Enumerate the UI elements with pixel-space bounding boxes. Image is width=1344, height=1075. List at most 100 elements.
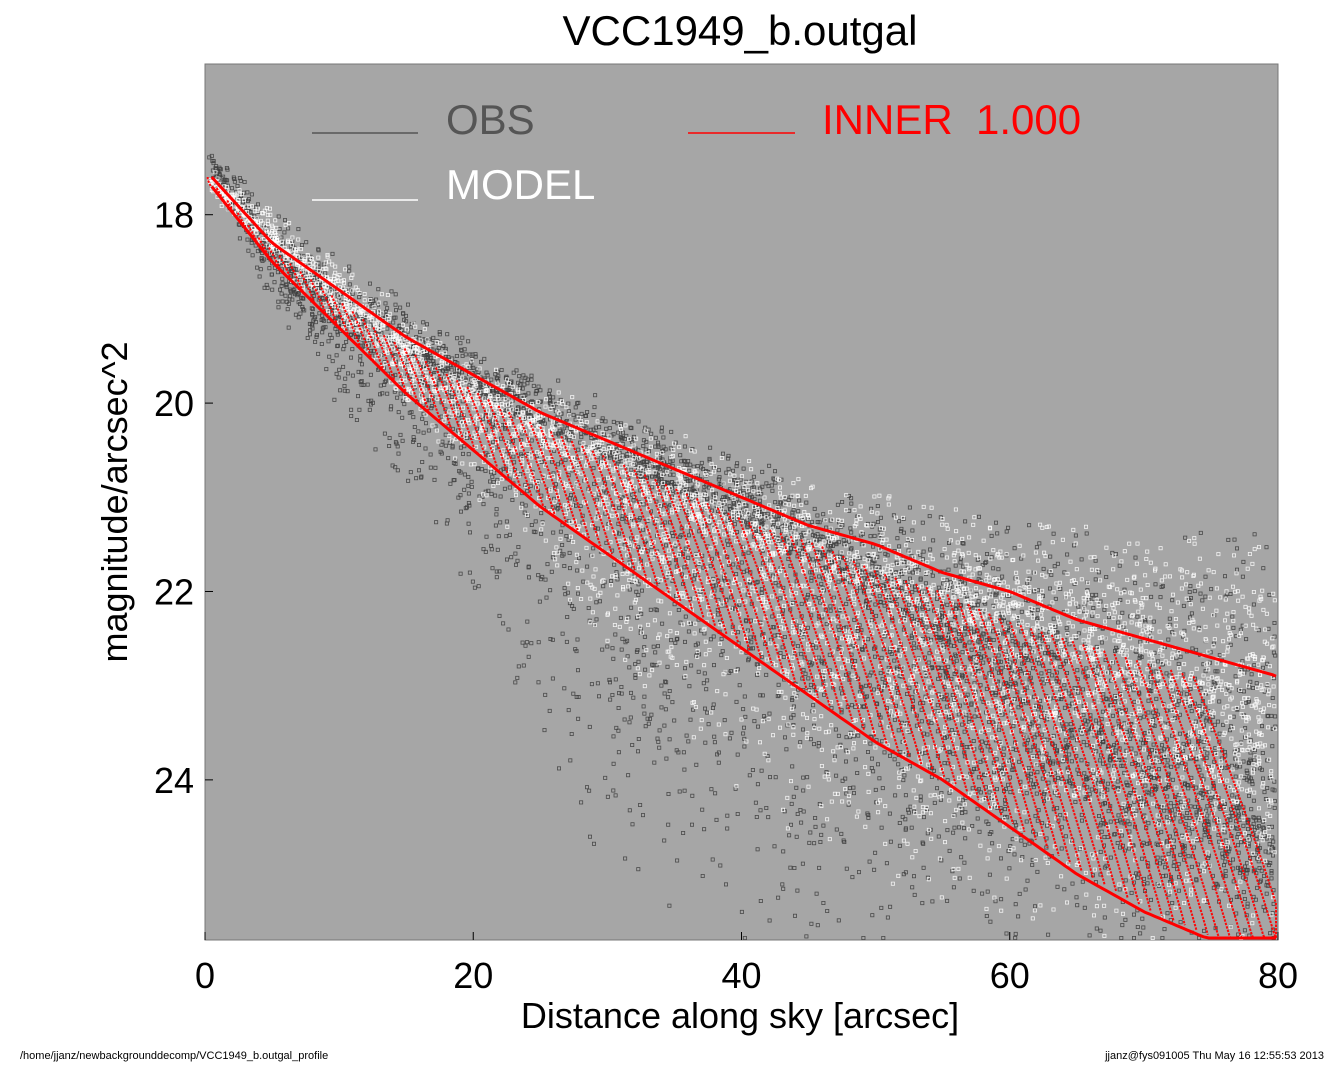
data-point bbox=[1270, 726, 1275, 731]
data-point bbox=[821, 681, 826, 686]
data-point bbox=[838, 742, 843, 747]
data-point bbox=[1122, 587, 1127, 592]
data-point bbox=[385, 326, 390, 331]
data-point bbox=[267, 266, 272, 271]
data-point bbox=[945, 602, 950, 607]
data-point bbox=[316, 247, 321, 252]
data-point bbox=[489, 377, 494, 382]
data-point bbox=[522, 510, 527, 515]
data-point bbox=[636, 867, 641, 872]
data-point bbox=[620, 636, 625, 641]
data-point bbox=[584, 413, 589, 418]
data-point bbox=[950, 869, 955, 874]
data-point bbox=[533, 391, 538, 396]
data-point bbox=[833, 727, 838, 732]
data-point bbox=[1083, 718, 1088, 723]
data-point bbox=[689, 663, 694, 668]
data-point bbox=[921, 865, 926, 870]
data-point bbox=[1143, 783, 1148, 788]
data-point bbox=[576, 716, 581, 721]
data-point bbox=[781, 849, 786, 854]
data-point bbox=[1035, 869, 1040, 874]
data-point bbox=[748, 635, 753, 640]
data-point bbox=[742, 736, 747, 741]
data-point bbox=[1117, 563, 1122, 568]
data-point bbox=[897, 821, 902, 826]
data-point bbox=[640, 588, 645, 593]
data-point bbox=[801, 727, 806, 732]
data-point bbox=[742, 744, 747, 749]
data-point bbox=[470, 579, 475, 584]
data-point bbox=[1072, 581, 1077, 586]
data-point bbox=[1051, 531, 1056, 536]
data-point bbox=[960, 743, 965, 748]
data-point bbox=[700, 874, 705, 879]
data-point bbox=[1023, 671, 1028, 676]
data-point bbox=[817, 865, 822, 870]
data-point bbox=[772, 844, 777, 849]
data-point bbox=[936, 834, 941, 839]
data-point bbox=[421, 338, 426, 343]
data-point bbox=[429, 403, 434, 408]
data-point bbox=[359, 370, 364, 375]
data-point bbox=[1139, 796, 1144, 801]
data-point bbox=[550, 676, 555, 681]
data-point bbox=[373, 447, 378, 452]
data-point bbox=[989, 533, 994, 538]
data-point bbox=[989, 667, 994, 672]
data-point bbox=[709, 787, 714, 792]
data-point bbox=[513, 551, 518, 556]
data-point bbox=[539, 459, 544, 464]
data-point bbox=[767, 918, 772, 923]
data-point bbox=[1052, 564, 1057, 569]
data-point bbox=[1129, 890, 1134, 895]
data-point bbox=[629, 690, 634, 695]
data-point bbox=[741, 466, 746, 471]
data-point bbox=[994, 520, 999, 525]
data-point bbox=[462, 472, 467, 477]
data-point bbox=[611, 419, 616, 424]
data-point bbox=[591, 412, 596, 417]
data-point bbox=[707, 485, 712, 490]
data-point bbox=[722, 718, 727, 723]
data-point bbox=[1215, 882, 1220, 887]
data-point bbox=[385, 306, 390, 311]
data-point bbox=[307, 332, 312, 337]
data-point bbox=[1055, 655, 1060, 660]
data-point bbox=[1010, 633, 1015, 638]
data-point bbox=[768, 775, 773, 780]
data-point bbox=[560, 631, 565, 636]
data-point bbox=[641, 438, 646, 443]
data-point bbox=[273, 253, 278, 258]
data-point bbox=[665, 664, 670, 669]
data-point bbox=[715, 551, 720, 556]
data-point bbox=[1110, 713, 1115, 718]
data-point bbox=[784, 747, 789, 752]
data-point bbox=[579, 411, 584, 416]
data-point bbox=[459, 348, 464, 353]
data-point bbox=[1067, 642, 1072, 647]
data-point bbox=[284, 282, 289, 287]
data-point bbox=[696, 561, 701, 566]
data-point bbox=[1231, 857, 1236, 862]
data-point bbox=[1129, 746, 1134, 751]
data-point bbox=[1217, 839, 1222, 844]
data-point bbox=[724, 470, 729, 475]
data-point bbox=[585, 409, 590, 414]
data-point bbox=[650, 485, 655, 490]
data-point bbox=[791, 723, 796, 728]
data-point bbox=[1188, 584, 1193, 589]
data-point bbox=[742, 936, 747, 941]
data-point bbox=[928, 685, 933, 690]
data-point bbox=[909, 825, 914, 830]
data-point bbox=[568, 566, 573, 571]
data-point bbox=[731, 562, 736, 567]
data-point bbox=[1267, 842, 1272, 847]
data-point bbox=[1189, 611, 1194, 616]
data-point bbox=[879, 905, 884, 910]
data-point bbox=[1273, 724, 1278, 729]
data-point bbox=[593, 526, 598, 531]
data-point bbox=[1127, 829, 1132, 834]
data-point bbox=[1013, 902, 1018, 907]
